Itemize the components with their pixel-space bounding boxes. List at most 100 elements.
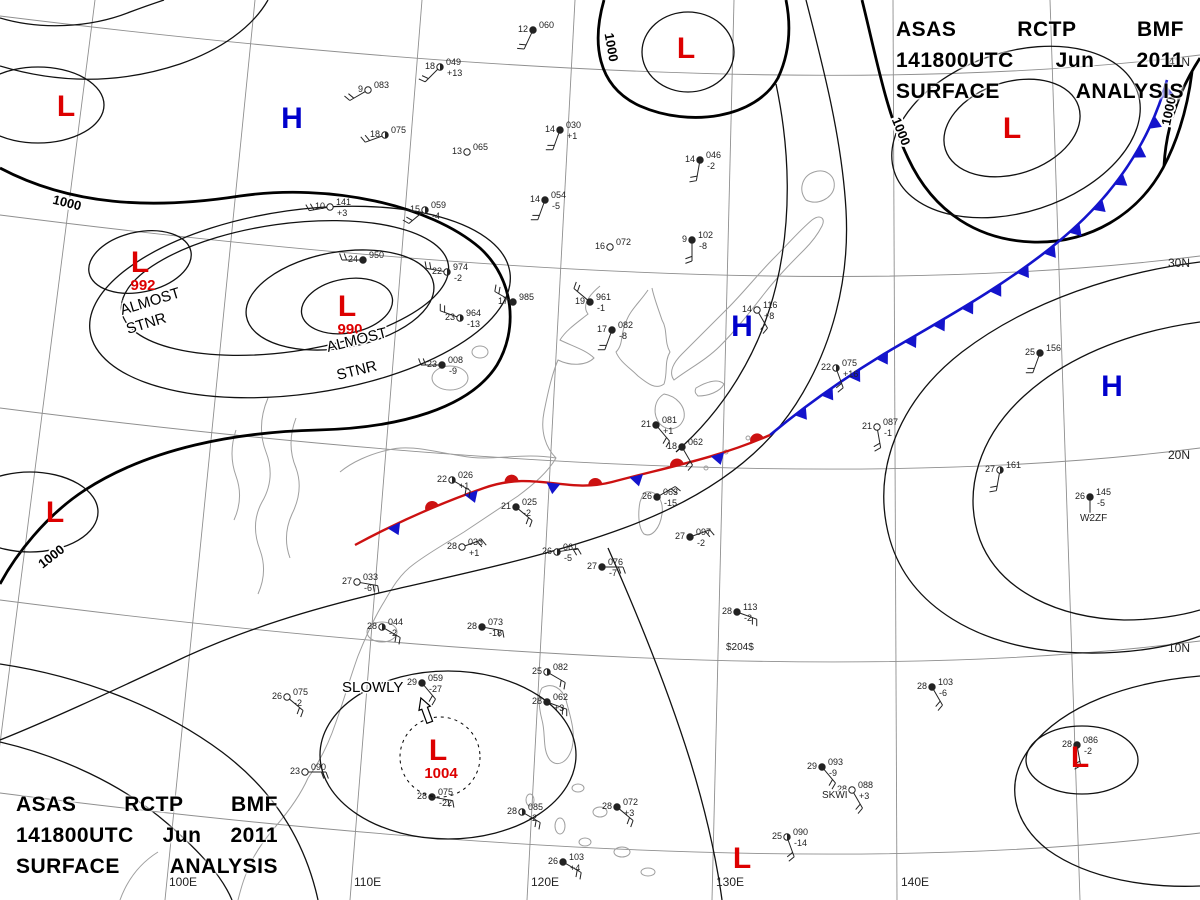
- wind-barb-tick: [481, 539, 487, 546]
- station-pressure: 063: [663, 487, 678, 497]
- station-plot: 24 950: [339, 250, 384, 264]
- cold-front-triangle: [794, 406, 807, 420]
- cold-front-triangle: [1069, 223, 1082, 237]
- station-tendency: -9: [449, 366, 457, 376]
- wind-barb-tick: [626, 817, 631, 825]
- station-tendency: -22: [439, 798, 452, 808]
- station-tendency: -2: [744, 613, 752, 623]
- wind-barb-tick: [422, 358, 427, 366]
- station-plot: 14 046-2: [685, 150, 721, 183]
- station-plot: 28 086-2: [1062, 735, 1098, 770]
- latitude-label: 20N: [1168, 448, 1190, 462]
- cloud-cover-symbol: [522, 808, 526, 816]
- station-plot: 9 102-8: [682, 230, 713, 264]
- isobar: [0, 663, 319, 900]
- wind-barb-tick: [364, 134, 370, 141]
- station-tendency: -2: [1084, 746, 1092, 756]
- low-center-label: L: [1071, 741, 1089, 774]
- station-temperature: 28: [837, 784, 847, 794]
- station-pressure: 075: [842, 358, 857, 368]
- station-pressure: 950: [369, 250, 384, 260]
- isobar: [245, 249, 435, 351]
- station-temperature: 10: [315, 201, 325, 211]
- station-tendency: -5: [552, 201, 560, 211]
- wind-barb-tick: [705, 531, 711, 538]
- station-pressure: 085: [528, 802, 543, 812]
- parallel: [0, 407, 1200, 470]
- cold-front-triangle: [710, 452, 725, 465]
- cold-front-triangle: [1114, 173, 1128, 186]
- meridian: [526, 0, 576, 900]
- cloud-cover-symbol: [438, 361, 446, 369]
- cold-front-triangle: [1069, 223, 1082, 237]
- cloud-cover-symbol: [818, 763, 826, 771]
- station-temperature: 28: [507, 806, 517, 816]
- low-center-label: L: [1003, 112, 1021, 145]
- cold-front-triangle: [989, 283, 1002, 297]
- station-pressure: 116: [763, 300, 777, 310]
- wind-barb-tick: [325, 771, 329, 779]
- wind-barb: [309, 207, 327, 212]
- wind-barb: [440, 310, 458, 318]
- river-yangtze: [339, 447, 557, 473]
- station-plot: 28 073-18: [467, 617, 505, 638]
- station-temperature: 29: [807, 761, 817, 771]
- wind-barb: [518, 508, 533, 521]
- station-pressure: 090: [311, 762, 326, 772]
- station-temperature: 21: [641, 419, 651, 429]
- wind-barb-tick: [525, 517, 530, 525]
- station-temperature: 17: [498, 296, 508, 306]
- wind-barb-tick: [685, 460, 691, 467]
- wind-barb-tick: [534, 820, 537, 828]
- low-center-label: L: [429, 734, 447, 767]
- wind-barb-tick: [360, 136, 366, 143]
- station-pressure: 044: [388, 617, 403, 627]
- wind-barb-tick: [1083, 512, 1091, 517]
- cloud-cover-symbol: [428, 793, 436, 801]
- cold-front-triangle: [932, 318, 946, 332]
- station-pressure: 075: [438, 787, 453, 797]
- coastlines: [119, 170, 835, 900]
- station-pressure: 093: [828, 757, 843, 767]
- wind-barb: [454, 481, 471, 491]
- wind-barb: [523, 32, 533, 50]
- wind-barb-tick: [690, 175, 698, 178]
- station-pressure: 145: [1096, 487, 1111, 497]
- station-temperature: 12: [518, 24, 528, 34]
- warm-front-semicircle: [750, 433, 764, 444]
- station-tendency: +3: [624, 808, 634, 818]
- wind-barb-tick: [989, 490, 997, 493]
- wind-barb: [692, 529, 710, 537]
- isobar: [943, 78, 1081, 178]
- cloud-cover-symbol: [1036, 349, 1044, 357]
- coast-kyushu: [654, 393, 685, 430]
- wind-barb-tick: [344, 95, 351, 101]
- station-pressure: 065: [473, 142, 488, 152]
- cold-front-triangle: [904, 335, 917, 349]
- cloud-cover-symbol: [458, 543, 466, 551]
- station-temperature: 29: [407, 677, 417, 687]
- river: [255, 397, 271, 595]
- station-pressure: 062: [553, 692, 568, 702]
- wind-barb: [360, 582, 378, 587]
- station-pressure: 046: [706, 150, 721, 160]
- station-plot: 22 026+1: [437, 470, 473, 498]
- warm-front-semicircle: [504, 474, 519, 483]
- station-temperature: 28: [602, 801, 612, 811]
- cold-front-triangle: [387, 522, 401, 536]
- isobar-1000: [1162, 57, 1200, 167]
- station-plot: 28 075-22: [417, 787, 455, 808]
- isobar: [1014, 675, 1200, 887]
- wind-barb-tick: [835, 383, 842, 389]
- wind-barb: [1077, 748, 1082, 766]
- station-tendency: +3: [337, 208, 347, 218]
- station-temperature: 14: [530, 194, 540, 204]
- wind-barb-tick: [421, 75, 429, 80]
- station-plot: 26 075-2: [272, 687, 308, 718]
- central-pressure-value: 992: [130, 277, 155, 294]
- longitude-label: 140E: [901, 875, 929, 889]
- wind-barb-tick: [494, 284, 497, 292]
- cold-front-triangle: [961, 301, 974, 315]
